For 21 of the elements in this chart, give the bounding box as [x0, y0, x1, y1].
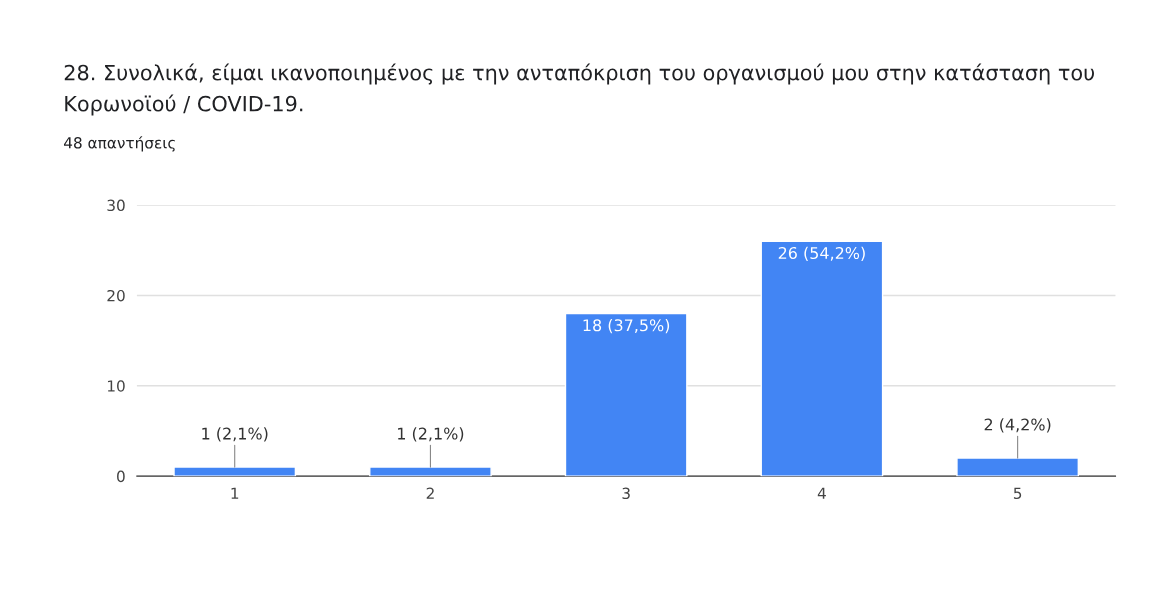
y-tick-label: 20 [107, 289, 125, 302]
bar [564, 312, 688, 477]
chart-subtitle: 48 απαντήσεις [64, 136, 175, 152]
x-tick-label: 2 [426, 487, 434, 499]
data-label: 1 (2,1%) [398, 427, 464, 442]
chart-title: 28. Συνολικά, είμαι ικανοποιημένος με την ανταπόκριση του οργανισμού μου στην κατάσταση του Κορωνοϊού / COVID-19. [64, 63, 1094, 116]
x-tick-label: 5 [1013, 487, 1022, 500]
y-tick-label: 30 [107, 199, 125, 212]
x-tick-label: 4 [817, 487, 826, 499]
bar [760, 240, 884, 477]
bar [956, 457, 1080, 477]
data-label: 18 (37,5%) [583, 318, 670, 334]
y-tick-label: 0 [117, 470, 125, 483]
data-label: 2 (4,2%) [984, 418, 1051, 433]
data-label: 26 (54,2%) [778, 246, 865, 261]
bar [173, 466, 297, 477]
y-tick-label: 10 [107, 380, 125, 392]
bar [369, 466, 492, 477]
data-label: 1 (2,1%) [202, 427, 268, 442]
x-tick-label: 3 [622, 487, 630, 500]
x-tick-label: 1 [231, 487, 239, 499]
